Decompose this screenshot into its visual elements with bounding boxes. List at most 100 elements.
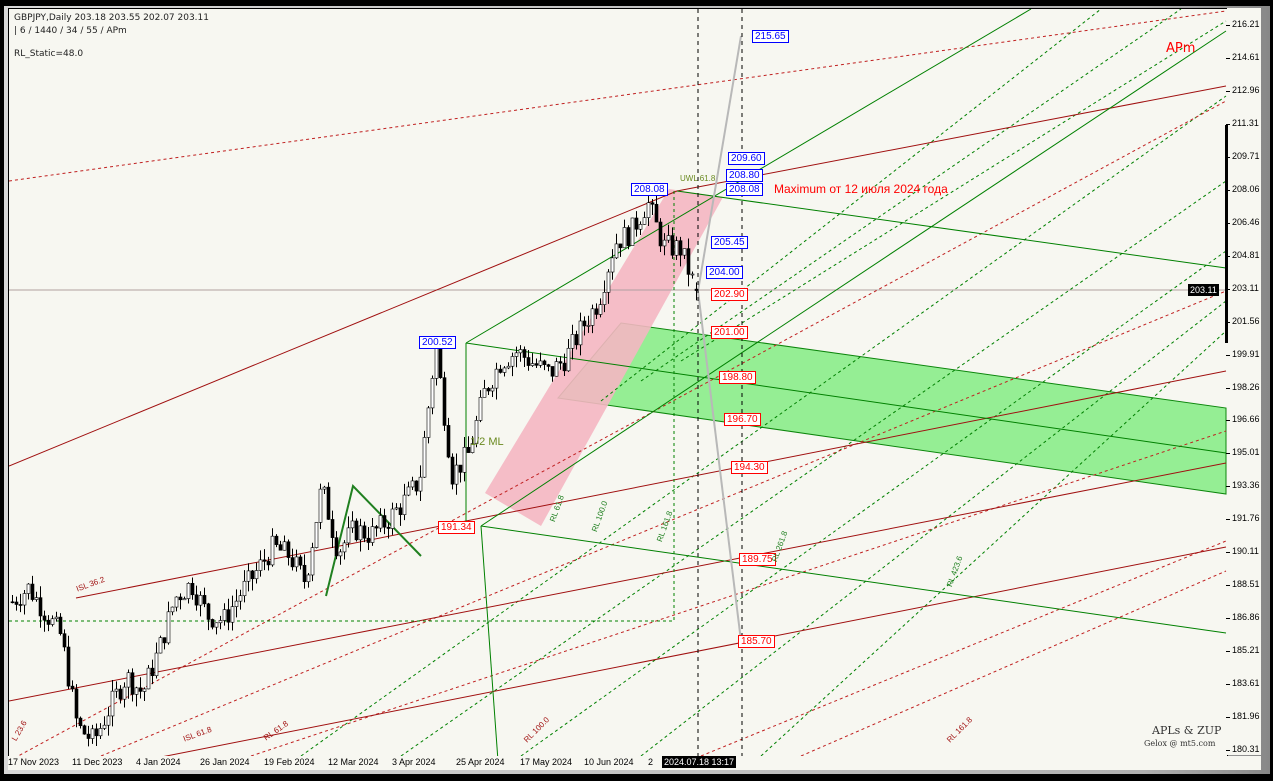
candle-body <box>50 618 55 625</box>
candle-body <box>470 443 475 453</box>
candle-body <box>458 464 463 473</box>
candle-body <box>646 202 651 218</box>
price-tick <box>1226 222 1230 224</box>
candle-body <box>666 235 671 241</box>
candle-body <box>262 559 267 562</box>
price-tick <box>1226 255 1230 257</box>
fib-level-label: UWL 61.8 <box>680 174 716 183</box>
price-tick <box>1226 519 1230 521</box>
candle-body <box>530 363 535 366</box>
fib-fan-line <box>17 100 1227 756</box>
candle-body <box>434 347 439 379</box>
candle-body <box>494 368 499 389</box>
zigzag <box>325 484 422 597</box>
candle-body <box>286 541 291 558</box>
candle-body <box>70 685 75 690</box>
candle-body <box>550 366 555 377</box>
candle-body <box>562 362 567 372</box>
candle-body <box>382 515 387 528</box>
price-label: 185.70 <box>738 635 775 649</box>
candle-body <box>358 525 363 541</box>
candle-body <box>486 388 491 392</box>
candle-body <box>410 480 415 488</box>
candle-body <box>490 387 495 392</box>
price-tick <box>1226 123 1230 125</box>
candle-body <box>634 217 639 230</box>
price-axis[interactable] <box>1227 8 1261 755</box>
rl-static-label: RL_Static=48.0 <box>14 49 84 59</box>
candle-body <box>254 570 259 580</box>
candle-body <box>418 476 423 492</box>
trendline <box>480 525 499 756</box>
candle-body <box>274 535 279 545</box>
time-tick-label: 17 May 2024 <box>520 757 573 767</box>
trendline <box>9 462 1227 702</box>
candle-body <box>362 525 367 539</box>
fib-fan-line <box>680 20 1227 362</box>
fib-fan-line <box>640 9 1182 382</box>
candle-body <box>662 239 667 247</box>
time-axis[interactable] <box>8 756 1261 770</box>
price-tick <box>1226 321 1230 323</box>
candle-body <box>126 672 131 688</box>
candle-body <box>230 606 235 623</box>
chart-plot-area[interactable] <box>8 8 1228 757</box>
candle-body <box>90 728 95 739</box>
price-tick <box>1226 25 1230 26</box>
price-tick-label: 199.91 <box>1232 348 1260 359</box>
price-label: 200.52 <box>419 335 456 349</box>
trendline <box>676 85 1227 192</box>
credit-title: APLs & ZUP <box>1152 724 1222 737</box>
candle-body <box>130 672 135 695</box>
candle-body <box>614 243 619 259</box>
time-tick-label: 25 Apr 2024 <box>456 757 505 767</box>
candle-body <box>318 488 323 523</box>
price-axis-range-bar <box>1225 125 1228 343</box>
candle-body <box>34 597 39 600</box>
candle-body <box>670 235 675 256</box>
candle-body <box>118 688 123 700</box>
candle-body <box>214 622 219 628</box>
candle-body <box>110 690 115 717</box>
candle-body <box>690 273 695 276</box>
candle-body <box>210 619 215 628</box>
candle-body <box>626 227 631 246</box>
candle-body <box>10 601 15 604</box>
price-tick-label: 198.26 <box>1232 381 1260 392</box>
candle-body <box>582 320 587 327</box>
price-tick <box>1226 387 1230 389</box>
trendline <box>480 30 1227 527</box>
candle-body <box>278 544 283 551</box>
candle-body <box>302 564 307 583</box>
candle-body <box>462 447 467 473</box>
candle-body <box>610 257 615 273</box>
price-tick-label: 209.71 <box>1232 150 1260 161</box>
price-tick-label: 195.01 <box>1232 447 1260 458</box>
candle-body <box>630 217 635 246</box>
trendline <box>676 190 1227 269</box>
candle-body <box>422 437 427 478</box>
price-tick-label: 201.56 <box>1232 315 1260 326</box>
candle-body <box>650 202 655 205</box>
time-tick-label: 11 Dec 2023 <box>72 757 123 767</box>
candle-body <box>334 537 339 557</box>
candle-body <box>22 593 27 606</box>
cursor-time-marker: 2024.07.18 13:17 <box>662 756 737 768</box>
time-tick-label: 17 Nov 2023 <box>8 757 60 767</box>
candle-body <box>602 292 607 305</box>
candle-body <box>430 378 435 409</box>
candle-body <box>46 619 51 625</box>
candle-body <box>518 349 523 354</box>
candle-body <box>354 520 359 541</box>
price-tick <box>1226 189 1230 191</box>
price-tick <box>1226 156 1230 158</box>
candle-body <box>578 320 583 346</box>
candle-body <box>438 347 443 378</box>
trendline <box>9 190 678 467</box>
candle-body <box>514 352 519 357</box>
trendline <box>9 10 1227 182</box>
time-tick-label: 10 Jun 2024 <box>584 757 634 767</box>
price-label: 208.08 <box>631 183 668 197</box>
candle-body <box>554 361 559 377</box>
candle-body <box>374 526 379 529</box>
